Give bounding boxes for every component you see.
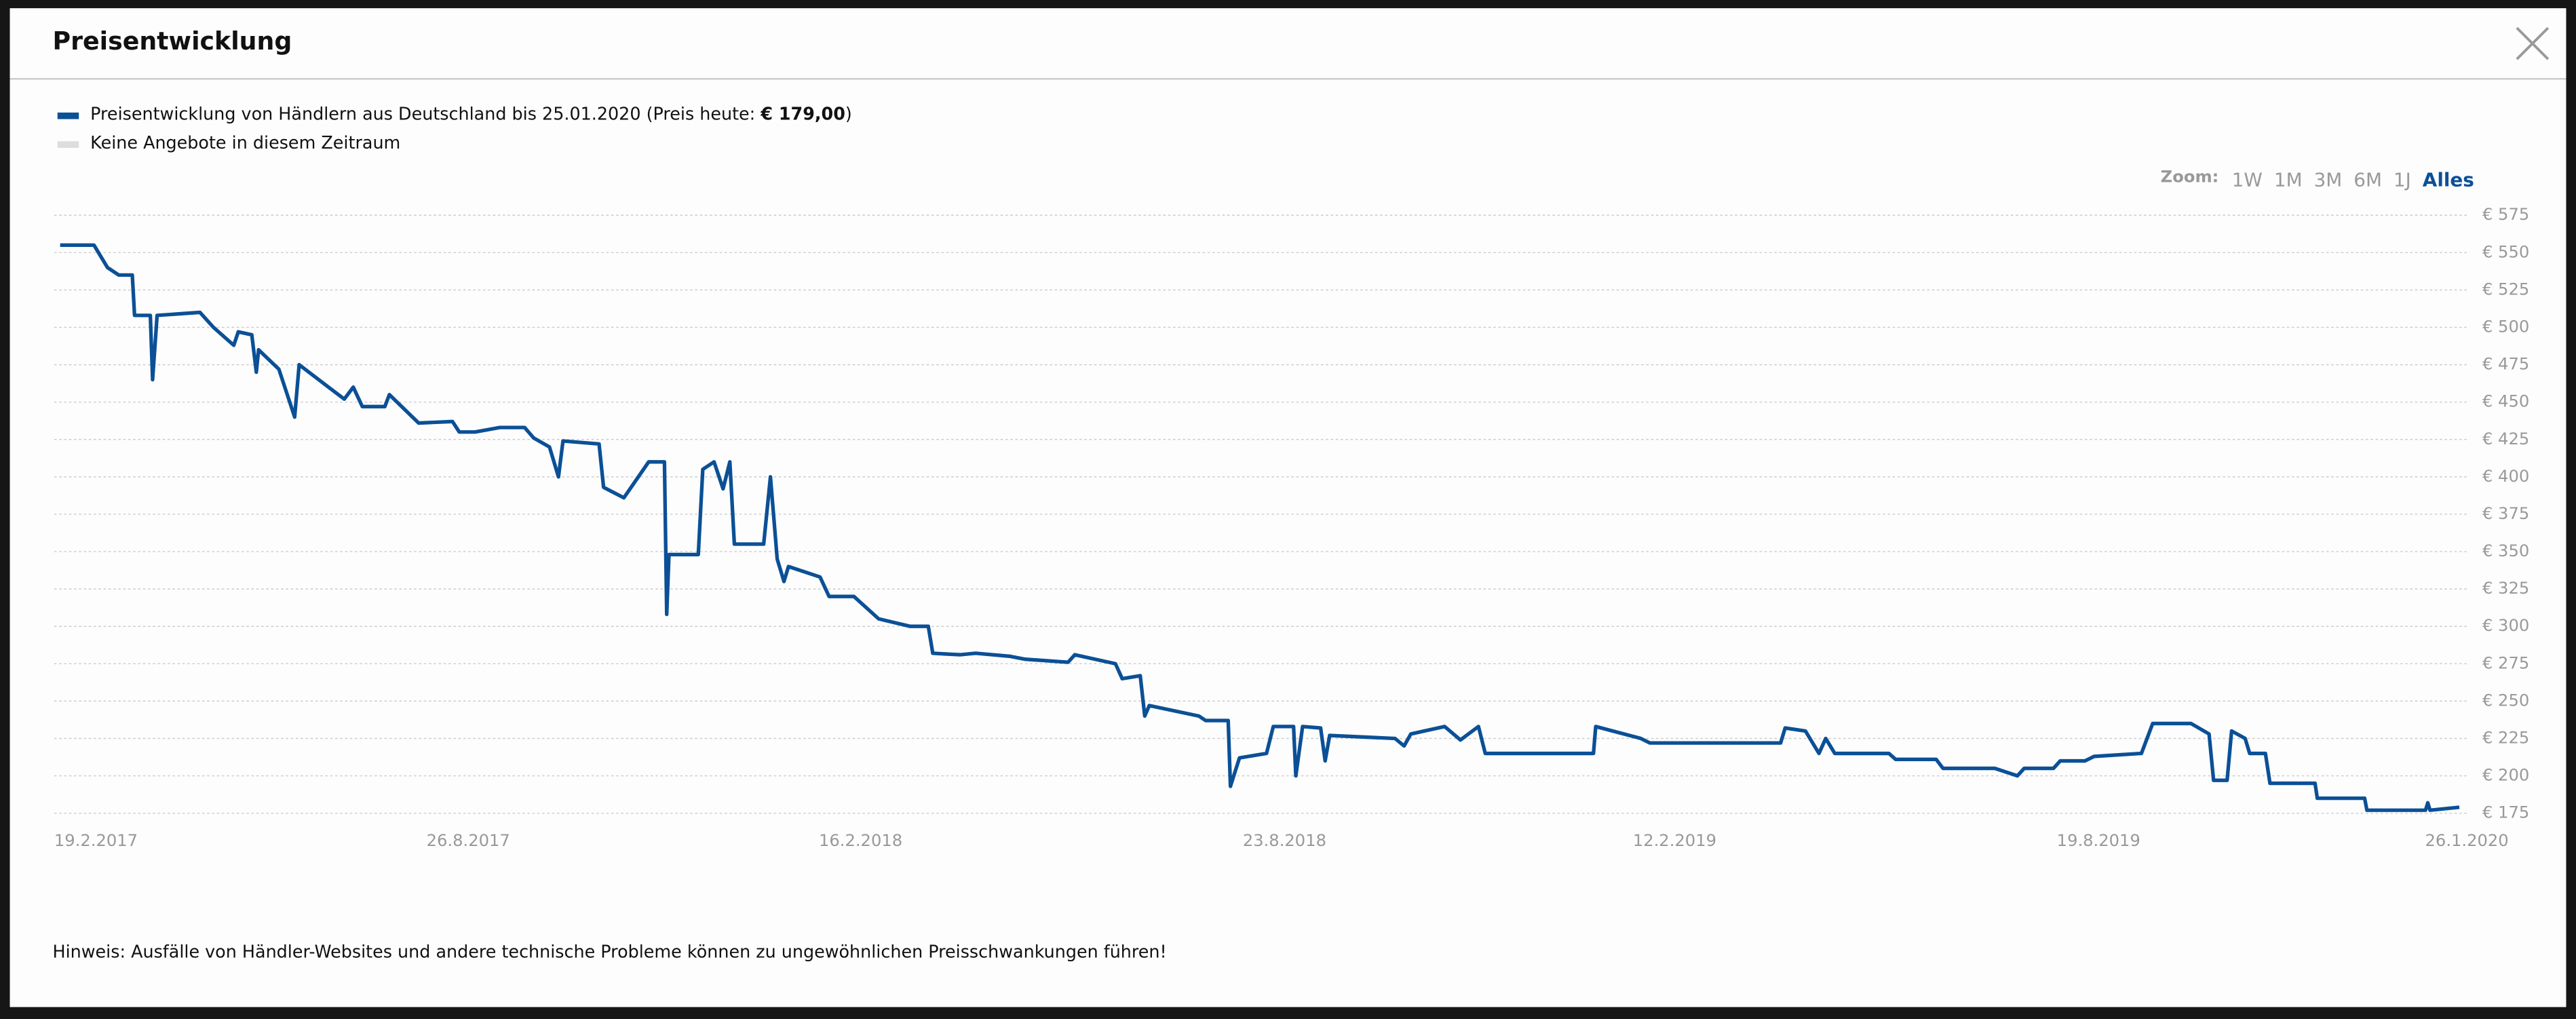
close-button[interactable] <box>2516 26 2550 60</box>
y-tick-label: € 450 <box>2482 392 2529 411</box>
x-tick-label: 26.8.2017 <box>427 831 510 850</box>
legend-text: Preisentwicklung von Händlern aus Deutsc… <box>90 104 761 124</box>
y-tick-label: € 225 <box>2482 728 2529 747</box>
y-tick-label: € 575 <box>2482 205 2529 224</box>
legend-swatch <box>57 141 79 148</box>
zoom-label: Zoom: <box>2161 168 2219 187</box>
y-tick-label: € 250 <box>2482 691 2529 710</box>
note: Hinweis: Ausfälle von Händler-Websites u… <box>52 942 1166 962</box>
y-tick-label: € 425 <box>2482 429 2529 448</box>
modal-title: Preisentwicklung <box>52 26 292 56</box>
zoom-button[interactable]: 1J <box>2394 168 2411 191</box>
legend-entry: Keine Angebote in diesem Zeitraum <box>90 132 400 153</box>
x-tick-label: 23.8.2018 <box>1243 831 1326 850</box>
legend-entry: Preisentwicklung von Händlern aus Deutsc… <box>90 104 852 124</box>
y-tick-label: € 500 <box>2482 317 2529 336</box>
y-tick-label: € 325 <box>2482 579 2529 598</box>
legend-text: ) <box>845 104 852 124</box>
zoom-button[interactable]: 6M <box>2353 168 2382 191</box>
legend-swatch <box>57 112 79 119</box>
close-icon[interactable] <box>2516 26 2550 60</box>
zoom-button[interactable]: 1W <box>2232 168 2263 191</box>
x-tick-label: 19.2.2017 <box>54 831 138 850</box>
y-tick-label: € 400 <box>2482 467 2529 486</box>
y-tick-label: € 550 <box>2482 242 2529 261</box>
y-tick-label: € 350 <box>2482 541 2529 560</box>
y-tick-label: € 375 <box>2482 504 2529 523</box>
y-tick-label: € 300 <box>2482 616 2529 635</box>
y-tick-label: € 200 <box>2482 766 2529 785</box>
zoom-button[interactable]: 3M <box>2314 168 2343 191</box>
x-tick-label: 19.8.2019 <box>2057 831 2140 850</box>
legend-price: € 179,00 <box>760 104 845 124</box>
y-tick-label: € 175 <box>2482 803 2529 822</box>
modal <box>9 8 2567 1007</box>
x-tick-label: 16.2.2018 <box>819 831 902 850</box>
zoom-button[interactable]: 1M <box>2274 168 2303 191</box>
x-tick-label: 12.2.2019 <box>1633 831 1716 850</box>
y-tick-label: € 525 <box>2482 280 2529 299</box>
x-tick-label: 26.1.2020 <box>2425 831 2509 850</box>
y-tick-label: € 275 <box>2482 653 2529 672</box>
price-line <box>60 243 2460 812</box>
y-tick-label: € 475 <box>2482 355 2529 374</box>
zoom-button[interactable]: Alles <box>2423 168 2474 191</box>
